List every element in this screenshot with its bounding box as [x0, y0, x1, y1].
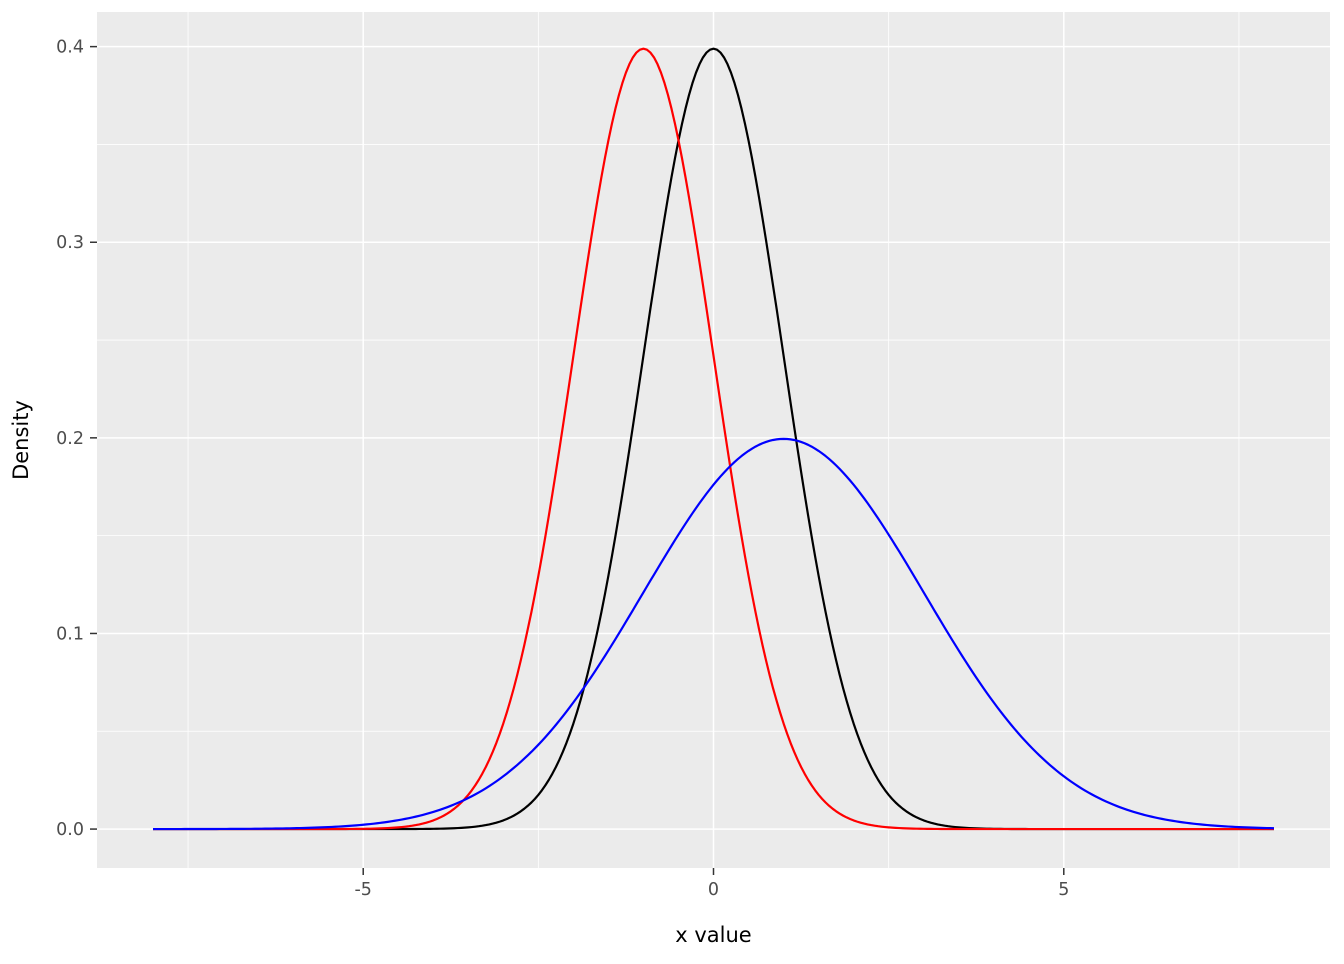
axis-tick-marks: [90, 45, 1065, 875]
curve-normal-mean-minus1-sd-1: [153, 47, 1274, 831]
x-axis-title: x value: [675, 923, 751, 947]
axis-tick-labels: -5 0 5 0.0 0.1 0.2 0.3 0.4: [56, 38, 1069, 900]
y-axis-title: Density: [9, 400, 33, 480]
density-curves: [153, 47, 1275, 831]
x-tick-label: 5: [1058, 880, 1069, 900]
x-tick-label: -5: [354, 880, 371, 900]
y-tick-label: 0.1: [56, 624, 84, 644]
x-tick-label: 0: [708, 880, 719, 900]
y-tick-label: 0.2: [56, 429, 84, 449]
y-tick-label: 0.0: [56, 820, 84, 840]
y-tick-label: 0.3: [56, 233, 84, 253]
curve-normal-mean-1-sd-2: [153, 437, 1275, 831]
y-tick-label: 0.4: [56, 38, 84, 58]
